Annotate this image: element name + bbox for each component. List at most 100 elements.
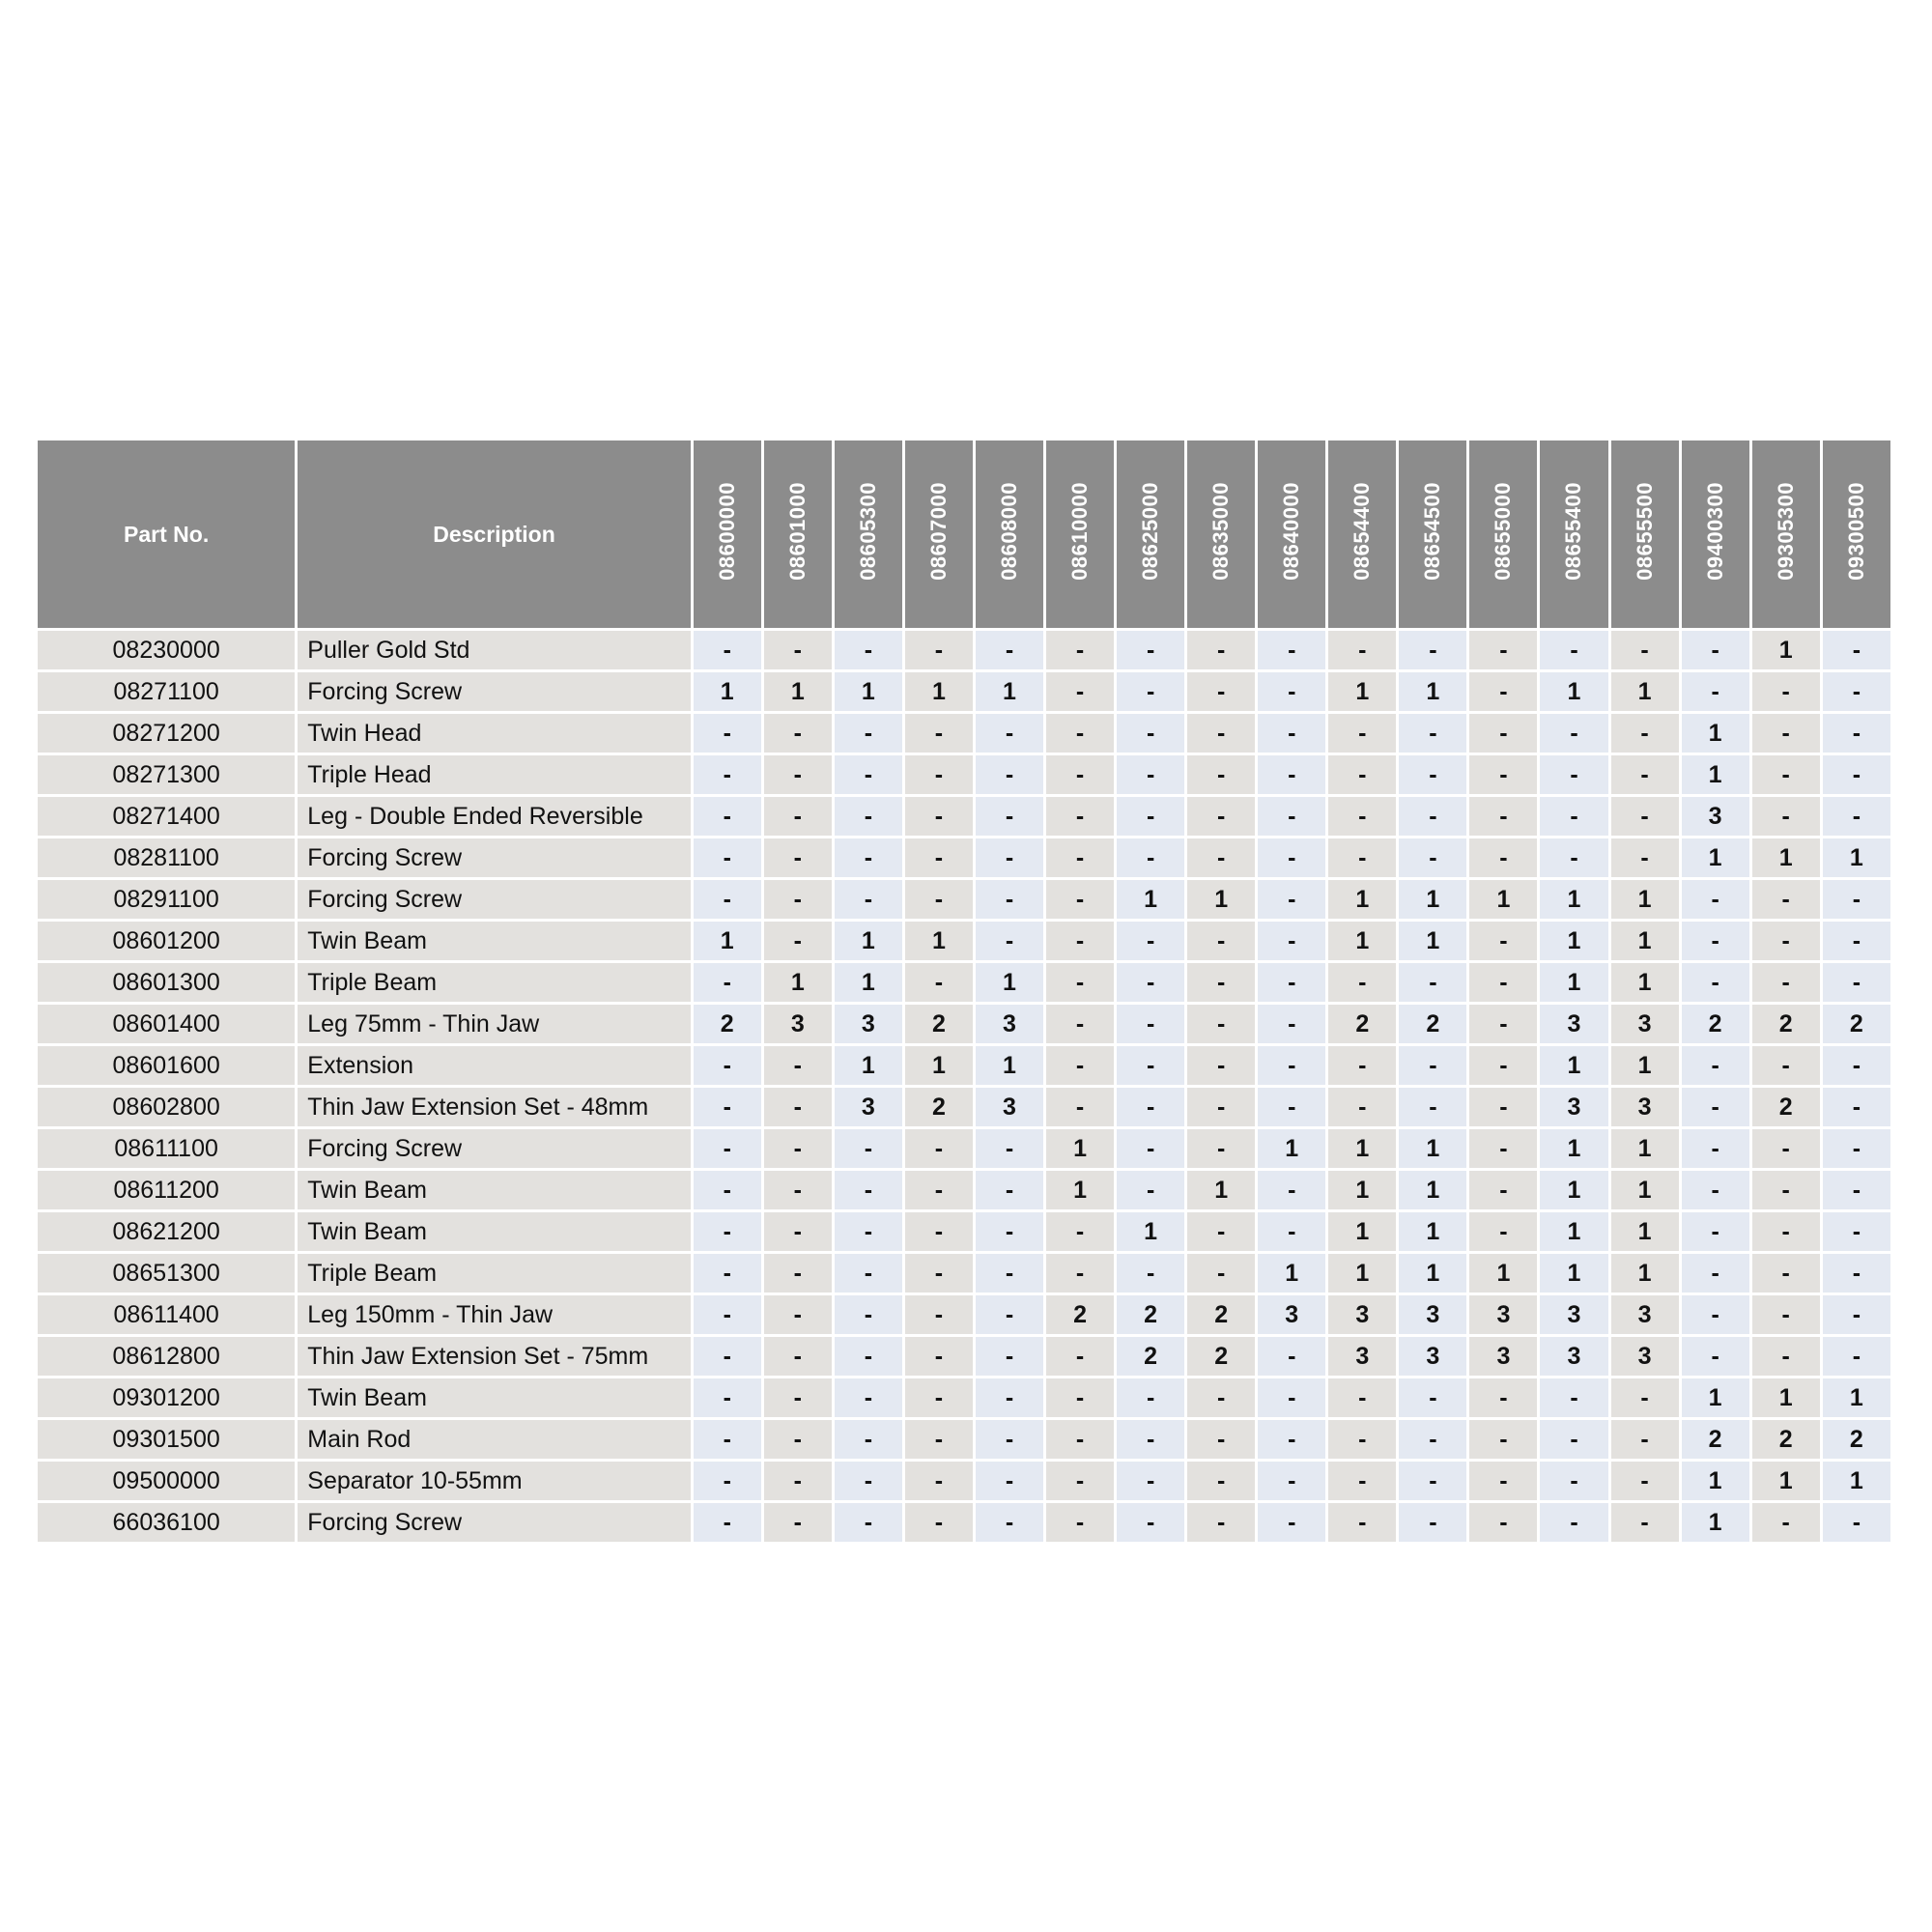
quantity-cell: - <box>834 1254 902 1293</box>
quantity-cell: 2 <box>1681 1420 1749 1459</box>
quantity-cell: 2 <box>1187 1337 1256 1376</box>
quantity-cell: - <box>1187 1088 1256 1126</box>
quantity-cell: 2 <box>1117 1295 1185 1334</box>
quantity-cell: - <box>763 880 832 919</box>
quantity-cell: 3 <box>975 1088 1044 1126</box>
header-row: Part No. Description 08600000 08601000 086… <box>38 440 1890 628</box>
quantity-cell: - <box>904 797 973 836</box>
part-number-cell: 08281100 <box>38 838 296 877</box>
quantity-cell: - <box>1328 1088 1397 1126</box>
quantity-cell: - <box>693 1378 761 1417</box>
quantity-cell: - <box>1540 1420 1608 1459</box>
quantity-cell: - <box>1681 922 1749 960</box>
description-cell: Leg 150mm - Thin Jaw <box>298 1295 691 1334</box>
quantity-cell: - <box>763 1295 832 1334</box>
quantity-cell: 3 <box>1399 1295 1467 1334</box>
quantity-cell: - <box>1822 1212 1890 1251</box>
quantity-cell: - <box>693 714 761 753</box>
quantity-cell: - <box>1046 880 1115 919</box>
part-number-cell: 08230000 <box>38 631 296 669</box>
quantity-cell: - <box>1610 1378 1679 1417</box>
quantity-cell: 1 <box>834 922 902 960</box>
quantity-cell: 1 <box>1822 1378 1890 1417</box>
quantity-cell: - <box>1822 1254 1890 1293</box>
quantity-cell: 1 <box>975 1046 1044 1085</box>
quantity-cell: - <box>1399 755 1467 794</box>
quantity-cell: - <box>1399 1420 1467 1459</box>
quantity-cell: - <box>1187 797 1256 836</box>
quantity-cell: 1 <box>1610 672 1679 711</box>
quantity-cell: - <box>1399 1088 1467 1126</box>
description-cell: Forcing Screw <box>298 1503 691 1542</box>
quantity-cell: 1 <box>1258 1129 1326 1168</box>
table-row: 09301200 Twin Beam - - - - - - - - - - - - - -1 1 1 <box>38 1378 1890 1417</box>
part-number-cell: 08621200 <box>38 1212 296 1251</box>
quantity-cell: - <box>1399 631 1467 669</box>
table-row: 09301500 Main Rod - - - - - - - - - - - - - -2 2 2 <box>38 1420 1890 1459</box>
quantity-cell: 2 <box>693 1005 761 1043</box>
quantity-cell: - <box>1751 880 1820 919</box>
quantity-cell: - <box>1046 1420 1115 1459</box>
parts-compatibility-table: Part No. Description 08600000 08601000 086… <box>35 438 1893 1545</box>
quantity-cell: - <box>1117 1378 1185 1417</box>
quantity-cell: 1 <box>1117 1212 1185 1251</box>
table-row: 08271300 Triple Head - - - - - - - - - - - - - -1- - <box>38 755 1890 794</box>
quantity-cell: - <box>834 631 902 669</box>
quantity-cell: - <box>763 797 832 836</box>
quantity-cell: - <box>1751 1212 1820 1251</box>
quantity-cell: - <box>834 1462 902 1500</box>
quantity-cell: - <box>1822 1046 1890 1085</box>
part-number-cell: 08611100 <box>38 1129 296 1168</box>
kit-number: 08607000 <box>925 482 951 581</box>
kit-number: 08654500 <box>1420 482 1445 581</box>
quantity-cell: - <box>834 1420 902 1459</box>
quantity-cell: - <box>693 1420 761 1459</box>
quantity-cell: - <box>1046 1046 1115 1085</box>
quantity-cell: - <box>1328 714 1397 753</box>
description-cell: Forcing Screw <box>298 838 691 877</box>
quantity-cell: - <box>975 1171 1044 1209</box>
quantity-cell: - <box>693 631 761 669</box>
quantity-cell: - <box>1610 755 1679 794</box>
quantity-cell: - <box>1822 1295 1890 1334</box>
quantity-cell: 1 <box>1751 631 1820 669</box>
quantity-cell: - <box>1187 1212 1256 1251</box>
table-row: 08601600 Extension - -1 1 1- - - - - - -1 1- - - <box>38 1046 1890 1085</box>
table-row: 08612800 Thin Jaw Extension Set - 75mm - - -… <box>38 1337 1890 1376</box>
quantity-cell: - <box>763 1254 832 1293</box>
quantity-cell: - <box>1681 1129 1749 1168</box>
quantity-cell: - <box>693 880 761 919</box>
part-number-cell: 08601600 <box>38 1046 296 1085</box>
quantity-cell: 1 <box>1469 1254 1538 1293</box>
quantity-cell: - <box>975 1295 1044 1334</box>
quantity-cell: - <box>834 1129 902 1168</box>
quantity-cell: 1 <box>1328 672 1397 711</box>
quantity-cell: 1 <box>1399 672 1467 711</box>
description-cell: Leg - Double Ended Reversible <box>298 797 691 836</box>
quantity-cell: - <box>1046 963 1115 1002</box>
quantity-cell: 1 <box>1610 1212 1679 1251</box>
quantity-cell: 1 <box>904 922 973 960</box>
quantity-cell: - <box>904 1378 973 1417</box>
quantity-cell: - <box>1117 1503 1185 1542</box>
table-row: 08611100 Forcing Screw - - - - -1- -1 1 1-1 1- - - <box>38 1129 1890 1168</box>
quantity-cell: - <box>1046 755 1115 794</box>
quantity-cell: - <box>1117 1005 1185 1043</box>
quantity-cell: - <box>1258 755 1326 794</box>
quantity-cell: 1 <box>1822 1462 1890 1500</box>
quantity-cell: - <box>904 1503 973 1542</box>
quantity-cell: 1 <box>1117 880 1185 919</box>
quantity-cell: 1 <box>693 922 761 960</box>
quantity-cell: 1 <box>975 672 1044 711</box>
quantity-cell: - <box>1117 797 1185 836</box>
quantity-cell: - <box>763 1088 832 1126</box>
part-number-cell: 08612800 <box>38 1337 296 1376</box>
quantity-cell: - <box>975 1337 1044 1376</box>
quantity-cell: 3 <box>1469 1295 1538 1334</box>
quantity-cell: - <box>904 1420 973 1459</box>
quantity-cell: - <box>1540 838 1608 877</box>
quantity-cell: - <box>1469 1462 1538 1500</box>
quantity-cell: - <box>763 838 832 877</box>
quantity-cell: - <box>1822 922 1890 960</box>
description-cell: Twin Beam <box>298 1212 691 1251</box>
